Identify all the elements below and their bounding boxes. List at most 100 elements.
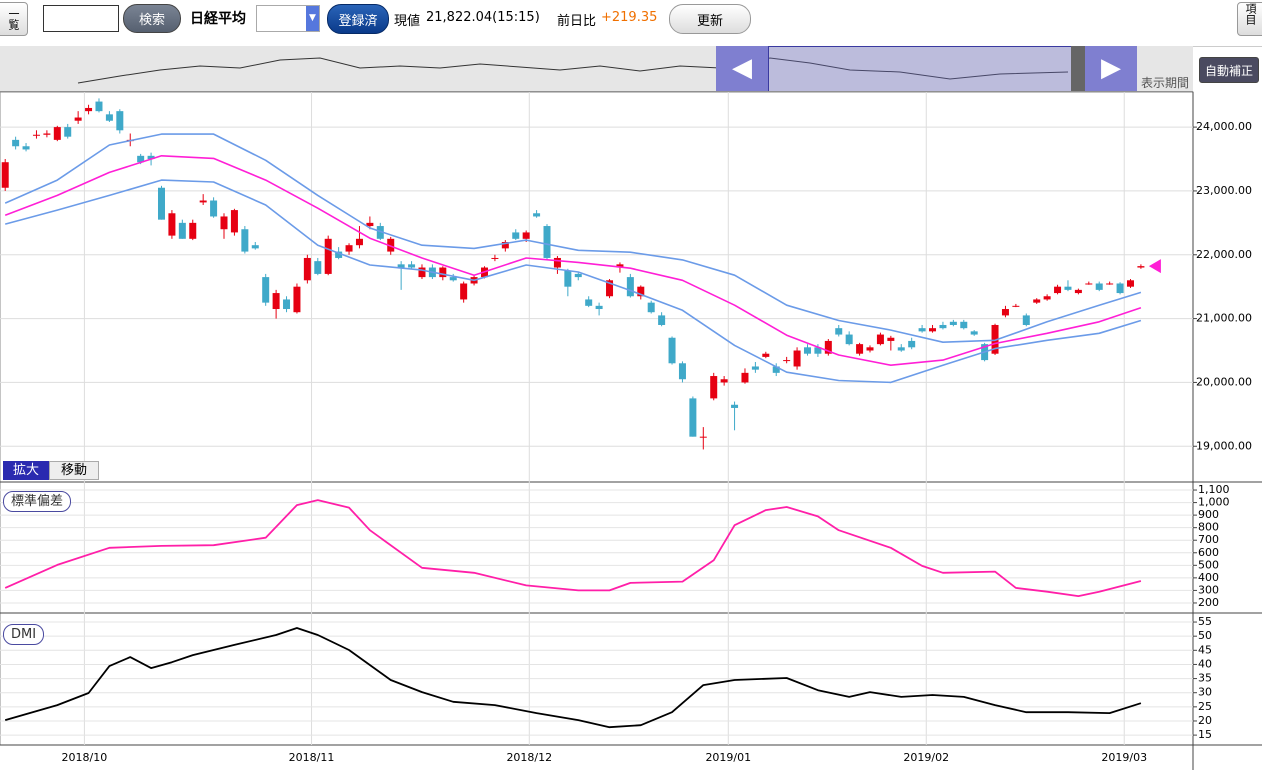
candle-body (126, 139, 134, 142)
candle-body (564, 270, 572, 287)
y-tick-label: 35 (1198, 672, 1212, 685)
candle-body (908, 340, 916, 348)
candle-body (22, 146, 30, 150)
plot-frame (0, 91, 1194, 746)
candle-body (626, 277, 634, 297)
candle-body (210, 200, 218, 217)
x-tick-label: 2019/03 (1101, 751, 1147, 764)
candle-body (1043, 296, 1051, 300)
series-line (4, 627, 1142, 729)
candle-body (710, 376, 718, 399)
candle-body (741, 372, 749, 383)
search-input[interactable] (43, 5, 119, 32)
candle-body (585, 299, 593, 306)
y-tick-label: 24,000.00 (1196, 120, 1252, 133)
candle-body (991, 324, 999, 354)
candle-body (1106, 283, 1114, 285)
change-label: 前日比 (557, 14, 597, 29)
candle-body (178, 222, 186, 239)
candle-body (449, 277, 457, 281)
candle-body (303, 257, 311, 281)
candle-body (1022, 315, 1030, 325)
nav-window[interactable] (768, 46, 1073, 91)
candle-body (845, 334, 853, 345)
candle-body (262, 277, 270, 303)
candle-body (553, 257, 561, 268)
candle-body (387, 238, 395, 252)
candle-body (981, 344, 989, 361)
candle-body (199, 200, 207, 203)
candle-body (74, 117, 82, 121)
candle-body (43, 133, 51, 135)
nav-right-arrow[interactable]: ▶ (1085, 46, 1137, 91)
candle-body (1137, 266, 1145, 268)
y-tick-label: 200 (1198, 596, 1219, 609)
y-tick-label: 300 (1198, 583, 1219, 596)
candle-body (220, 216, 228, 230)
candle-body (283, 299, 291, 310)
refresh-button[interactable]: 更新 (669, 4, 751, 34)
candle-body (887, 337, 895, 341)
auto-button[interactable]: 自動補正 (1199, 57, 1259, 83)
dropdown[interactable]: ▼ (256, 5, 320, 32)
candle-body (918, 328, 926, 332)
candle-body (824, 340, 832, 354)
y-tick-label: 500 (1198, 558, 1219, 571)
y-tick-label: 600 (1198, 546, 1219, 559)
y-tick-label: 23,000.00 (1196, 184, 1252, 197)
candle-body (606, 280, 614, 297)
candle-body (929, 328, 937, 332)
price-label: 現値 (394, 14, 421, 29)
items-button[interactable]: 項目 (1237, 2, 1262, 36)
nav-left-arrow[interactable]: ◀ (716, 46, 768, 91)
candle-body (637, 286, 645, 297)
candle-body (335, 251, 343, 258)
candle-body (720, 379, 728, 383)
candle-body (324, 238, 332, 274)
series-line (4, 499, 1142, 597)
candle-body (1095, 283, 1103, 290)
candle-body (12, 139, 20, 147)
candle-body (147, 155, 155, 160)
nav-handle[interactable] (1071, 46, 1085, 91)
candle-body (543, 226, 551, 258)
x-tick-label: 2018/12 (506, 751, 552, 764)
navigator: ◀ ▶ 表示期間 (0, 46, 1193, 92)
list-button[interactable]: 一覧 (0, 2, 28, 36)
candle-body (157, 187, 165, 220)
candle-body (1116, 283, 1124, 294)
candle-body (1012, 305, 1020, 307)
candle-body (1, 162, 9, 188)
x-tick-label: 2018/10 (62, 751, 108, 764)
series-line (4, 133, 1142, 343)
candle-body (522, 232, 530, 239)
candle-body (533, 213, 541, 217)
candle-body (835, 328, 843, 335)
toolbar: 一覧 検索 日経平均 ▼ 登録済 現値 21,822.04(15:15) 前日比… (0, 0, 1262, 47)
last-price-marker (1148, 259, 1161, 274)
candle-body (501, 242, 509, 249)
candle-body (1064, 286, 1072, 290)
zoom-tab[interactable]: 拡大 (3, 461, 49, 480)
registered-button[interactable]: 登録済 (327, 4, 389, 34)
candle-body (189, 222, 197, 239)
candle-body (678, 363, 686, 380)
y-tick-label: 800 (1198, 521, 1219, 534)
candle-body (866, 347, 874, 351)
candle-body (512, 232, 520, 239)
y-tick-label: 1,000 (1198, 496, 1230, 509)
candle-body (574, 273, 582, 278)
symbol: 日経平均 (190, 11, 246, 27)
search-button[interactable]: 検索 (123, 4, 181, 33)
candle-body (814, 347, 822, 354)
y-tick-label: 900 (1198, 508, 1219, 521)
y-tick-label: 22,000.00 (1196, 248, 1252, 261)
candle-body (137, 155, 145, 163)
candle-body (970, 331, 978, 335)
x-tick-label: 2019/02 (903, 751, 949, 764)
candle-body (731, 404, 739, 408)
move-tab[interactable]: 移動 (49, 461, 99, 480)
candle-body (105, 114, 113, 121)
